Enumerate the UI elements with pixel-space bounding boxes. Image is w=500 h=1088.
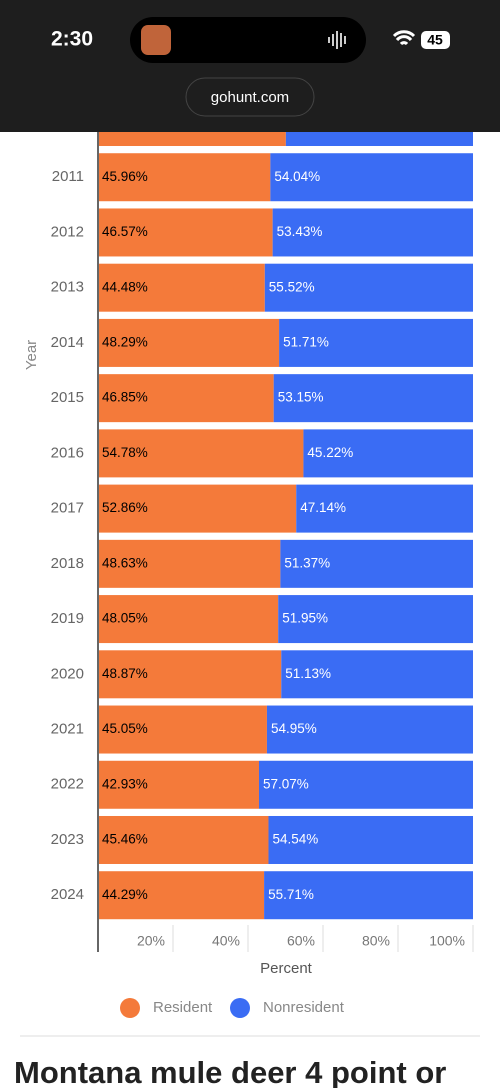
y-tick-label: 2018 <box>51 555 84 572</box>
bar-segment <box>98 595 279 644</box>
bar-segment <box>270 153 473 202</box>
app-icon <box>141 25 171 55</box>
battery-level: 45 <box>427 32 443 48</box>
y-tick-label: 2017 <box>51 500 84 517</box>
bar-segment <box>98 815 269 864</box>
value-label: 51.95% <box>282 611 328 626</box>
bar-segment <box>296 484 473 533</box>
legend-swatch <box>230 998 250 1018</box>
value-label: 42.93% <box>102 776 148 791</box>
value-label: 46.85% <box>102 390 148 405</box>
bar-segment <box>98 539 281 588</box>
value-label: 45.46% <box>102 832 148 847</box>
value-label: 53.43% <box>277 224 323 239</box>
legend-label: Resident <box>153 999 213 1016</box>
bar-segment <box>280 539 473 588</box>
y-tick-label: 2011 <box>52 168 84 185</box>
y-axis-label: Year <box>23 340 40 370</box>
value-label: 51.37% <box>284 555 330 570</box>
bar-segment <box>266 705 473 754</box>
value-label: 45.05% <box>102 721 148 736</box>
x-tick-label: 60% <box>287 933 315 949</box>
x-tick-label: 40% <box>212 933 240 949</box>
battery-icon <box>421 31 450 49</box>
x-axis-label: Percent <box>260 960 313 977</box>
value-label: 54.54% <box>272 832 318 847</box>
y-tick-label: 2023 <box>51 831 84 848</box>
bar-segment <box>98 871 265 920</box>
value-label: 54.04% <box>274 169 320 184</box>
legend-label: Nonresident <box>263 999 345 1016</box>
y-tick-label: 2013 <box>51 279 84 296</box>
wifi-icon <box>392 30 416 46</box>
clock: 2:30 <box>51 28 93 51</box>
value-label: 48.87% <box>102 666 148 681</box>
value-label: 57.07% <box>263 776 309 791</box>
value-label: 47.14% <box>300 500 346 515</box>
value-label: 45.22% <box>307 445 353 460</box>
url-pill[interactable] <box>185 77 315 117</box>
bar-segment <box>279 318 473 367</box>
value-label: 54.78% <box>102 445 148 460</box>
value-label: 48.63% <box>102 555 148 570</box>
value-label: 52.86% <box>102 500 148 515</box>
bar-segment <box>98 374 274 423</box>
value-label: 45.96% <box>102 169 148 184</box>
y-tick-label: 2015 <box>51 389 84 406</box>
y-tick-label: 2021 <box>51 720 84 737</box>
value-label: 53.15% <box>278 390 324 405</box>
value-label: 51.13% <box>285 666 331 681</box>
browser-header: 2:30 45 gohunt.com <box>0 0 500 132</box>
value-label: 44.29% <box>102 887 148 902</box>
value-label: 51.71% <box>283 334 329 349</box>
bar-segment <box>264 871 473 920</box>
bar-segment <box>98 263 265 312</box>
x-tick-label: 80% <box>362 933 390 949</box>
value-label: 54.95% <box>271 721 317 736</box>
y-tick-label: 2024 <box>51 886 84 903</box>
url[interactable]: gohunt.com <box>211 89 289 106</box>
value-label: 55.71% <box>268 887 314 902</box>
bar-segment <box>272 208 473 257</box>
bar-segment <box>268 815 473 864</box>
y-tick-label: 2022 <box>51 776 84 793</box>
bar-segment <box>264 263 473 312</box>
bar-segment <box>98 318 280 367</box>
y-tick-label: 2019 <box>51 610 84 627</box>
value-label: 46.57% <box>102 224 148 239</box>
y-tick-label: 2012 <box>51 223 84 240</box>
section-heading: Montana mule deer 4 point or <box>14 1055 446 1088</box>
value-label: 55.52% <box>269 279 315 294</box>
y-tick-label: 2020 <box>51 665 84 682</box>
bar-segment <box>98 705 267 754</box>
bar-segment <box>258 760 473 809</box>
y-tick-label: 2016 <box>51 444 84 461</box>
bar-segment <box>273 374 473 423</box>
bar-segment <box>281 650 473 699</box>
bar-segment <box>98 153 271 202</box>
status-bar: 2:30 45 gohunt.com <box>51 17 450 117</box>
bar-segment <box>98 208 273 257</box>
y-tick-label: 2014 <box>51 334 84 351</box>
audio-wave <box>328 31 346 49</box>
x-tick-label: 100% <box>429 933 465 949</box>
bar-segment <box>98 429 304 478</box>
bar-segment <box>303 429 473 478</box>
bars <box>98 98 473 920</box>
bar-segment <box>278 595 473 644</box>
legend-swatch <box>120 998 140 1018</box>
value-label: 44.48% <box>102 279 148 294</box>
bar-segment <box>98 650 282 699</box>
value-label: 48.29% <box>102 334 148 349</box>
x-tick-label: 20% <box>137 933 165 949</box>
bar-segment <box>98 760 259 809</box>
dynamic-island <box>130 17 366 63</box>
value-label: 48.05% <box>102 611 148 626</box>
bar-segment <box>98 484 297 533</box>
